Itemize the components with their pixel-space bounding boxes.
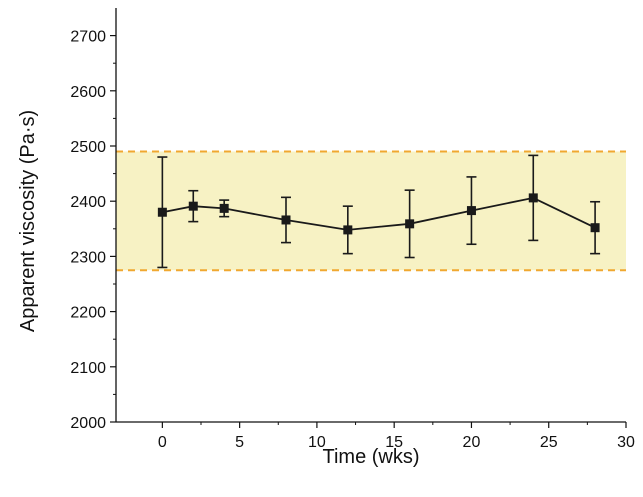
data-point xyxy=(157,207,167,217)
x-tick-label: 20 xyxy=(463,434,481,451)
data-point xyxy=(590,223,600,233)
x-axis-title: Time (wks) xyxy=(322,446,419,468)
y-tick-label: 2400 xyxy=(70,194,106,211)
x-tick-label: 5 xyxy=(235,434,244,451)
data-point xyxy=(466,206,476,216)
x-tick-label: 25 xyxy=(540,434,558,451)
data-point xyxy=(281,215,291,225)
data-point xyxy=(219,203,229,213)
x-tick-label: 30 xyxy=(617,434,635,451)
data-point xyxy=(528,193,538,203)
x-tick-label: 0 xyxy=(158,434,167,451)
y-tick-label: 2300 xyxy=(70,249,106,266)
axes: 2000 2100 2200 2300 2400 2500 2600 2700 0 5 10 15 20… xyxy=(70,8,635,451)
y-tick-label: 2100 xyxy=(70,360,106,377)
band-fill xyxy=(116,151,626,271)
y-tick-label: 2700 xyxy=(70,29,106,46)
y-tick-label: 2600 xyxy=(70,84,106,101)
y-axis-title: Apparent viscosity (Pa·s) xyxy=(17,110,39,332)
acceptance-band xyxy=(116,150,626,272)
data-series xyxy=(157,154,601,269)
y-tick-label: 2000 xyxy=(70,415,106,432)
data-point xyxy=(188,201,198,211)
y-tick-label: 2200 xyxy=(70,305,106,322)
x-tick-label: 10 xyxy=(308,434,326,451)
data-point xyxy=(343,225,353,235)
x-tick-label: 15 xyxy=(385,434,403,451)
y-tick-label: 2500 xyxy=(70,139,106,156)
data-point xyxy=(405,219,415,229)
